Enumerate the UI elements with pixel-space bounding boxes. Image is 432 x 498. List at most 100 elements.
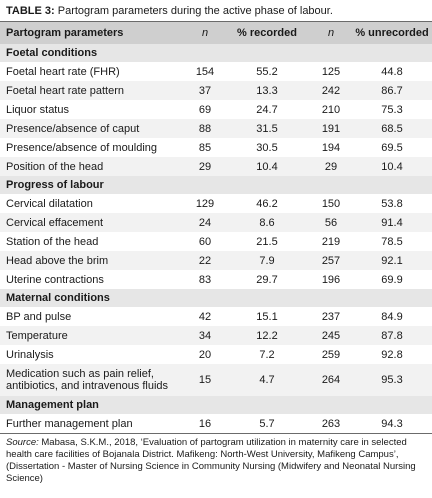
cell-n-rec: 24 (186, 213, 224, 232)
table-row: Cervical dilatation 129 46.2 150 53.8 (0, 194, 432, 213)
cell-pct-unrec: 86.7 (352, 81, 432, 100)
row-label: Presence/absence of moulding (6, 141, 158, 154)
header-pct-unrecorded: % unrecorded (352, 22, 432, 44)
cell-n-unrec: 237 (321, 310, 341, 323)
cell-pct-unrec: 78.5 (381, 235, 403, 248)
cell-n-unrec: 264 (310, 364, 352, 396)
table-caption: TABLE 3: Partogram parameters during the… (0, 0, 432, 22)
cell-n-unrec: 259 (321, 348, 341, 361)
cell-pct-unrec: 44.8 (381, 65, 403, 78)
cell-pct-rec: 13.3 (224, 81, 310, 100)
header-row: Partogram parameters n % recorded n % un… (0, 22, 432, 44)
cell-n-unrec: 210 (321, 103, 341, 116)
cell-n-rec: 34 (186, 326, 224, 345)
cell-pct-rec: 4.7 (224, 364, 310, 396)
cell-pct-unrec: 92.1 (352, 251, 432, 270)
cell-n-rec: 154 (195, 65, 215, 78)
table-row: Urinalysis 20 7.2 259 92.8 (0, 345, 432, 364)
cell-pct-unrec: 91.4 (352, 213, 432, 232)
cell-pct-unrec: 69.9 (381, 273, 403, 286)
row-label: Station of the head (6, 235, 99, 248)
table-row: Uterine contractions 83 29.7 196 69.9 (0, 270, 432, 289)
source-note: Source: Mabasa, S.K.M., 2018, ‘Evaluatio… (0, 434, 432, 485)
row-label: Head above the brim (0, 251, 186, 270)
table-row: Position of the head 29 10.4 29 10.4 (0, 157, 432, 176)
cell-pct-unrec: 75.3 (381, 103, 403, 116)
cell-n-unrec: 56 (310, 213, 352, 232)
row-label: Uterine contractions (6, 273, 104, 286)
cell-pct-unrec: 10.4 (352, 157, 432, 176)
section-title: Progress of labour (0, 176, 432, 194)
cell-n-unrec: 219 (321, 235, 341, 248)
table-row: Medication such as pain relief, antibiot… (0, 364, 432, 396)
cell-pct-rec: 7.2 (259, 348, 275, 361)
cell-pct-rec: 5.7 (224, 414, 310, 434)
header-param: Partogram parameters (0, 22, 186, 44)
section-row: Maternal conditions (0, 289, 432, 307)
cell-n-unrec: 191 (310, 119, 352, 138)
row-label: Further management plan (0, 414, 186, 434)
cell-n-rec: 16 (186, 414, 224, 434)
cell-n-rec: 37 (186, 81, 224, 100)
cell-pct-unrec: 94.3 (352, 414, 432, 434)
cell-pct-unrec: 87.8 (352, 326, 432, 345)
table-row: Cervical effacement 24 8.6 56 91.4 (0, 213, 432, 232)
cell-n-rec: 20 (198, 348, 212, 361)
cell-n-unrec: 125 (321, 65, 341, 78)
cell-n-rec: 15 (186, 364, 224, 396)
partogram-table: Partogram parameters n % recorded n % un… (0, 22, 432, 434)
row-label: Urinalysis (6, 348, 54, 361)
row-label: Temperature (0, 326, 186, 345)
table-row: Liquor status 69 24.7 210 75.3 (0, 100, 432, 119)
row-label: Liquor status (6, 103, 69, 116)
cell-n-unrec: 263 (310, 414, 352, 434)
cell-n-rec: 85 (198, 141, 212, 154)
row-label: Position of the head (0, 157, 186, 176)
cell-n-unrec: 196 (321, 273, 341, 286)
cell-n-rec: 88 (186, 119, 224, 138)
table-number: TABLE 3: (6, 5, 55, 17)
cell-pct-rec: 21.5 (256, 235, 278, 248)
header-pct-recorded: % recorded (224, 22, 310, 44)
cell-pct-rec: 7.9 (224, 251, 310, 270)
row-label: Foetal heart rate pattern (0, 81, 186, 100)
header-n-unrecorded: n (310, 22, 352, 44)
cell-pct-rec: 12.2 (224, 326, 310, 345)
table-row: Foetal heart rate (FHR) 154 55.2 125 44.8 (0, 62, 432, 81)
cell-pct-rec: 46.2 (256, 197, 278, 210)
table-row: Foetal heart rate pattern 37 13.3 242 86.7 (0, 81, 432, 100)
table-figure: TABLE 3: Partogram parameters during the… (0, 0, 432, 485)
cell-pct-rec: 30.5 (256, 141, 278, 154)
table-row: BP and pulse 42 15.1 237 84.9 (0, 307, 432, 326)
cell-pct-rec: 31.5 (224, 119, 310, 138)
cell-pct-rec: 55.2 (256, 65, 278, 78)
cell-n-unrec: 242 (310, 81, 352, 100)
table-title: Partogram parameters during the active p… (54, 5, 333, 17)
row-label: BP and pulse (6, 310, 72, 323)
row-label: Foetal heart rate (FHR) (6, 65, 120, 78)
table-row: Head above the brim 22 7.9 257 92.1 (0, 251, 432, 270)
cell-n-rec: 22 (186, 251, 224, 270)
cell-pct-unrec: 69.5 (381, 141, 403, 154)
cell-pct-unrec: 53.8 (381, 197, 403, 210)
cell-pct-unrec: 84.9 (381, 310, 403, 323)
table-body: Foetal conditions Foetal heart rate (FHR)… (0, 44, 432, 434)
cell-n-rec: 69 (198, 103, 212, 116)
cell-pct-rec: 10.4 (224, 157, 310, 176)
table-row: Temperature 34 12.2 245 87.8 (0, 326, 432, 345)
cell-pct-rec: 24.7 (256, 103, 278, 116)
row-label: Cervical effacement (0, 213, 186, 232)
cell-pct-rec: 15.1 (256, 310, 278, 323)
table-row: Presence/absence of moulding 85 30.5 194 69.… (0, 138, 432, 157)
source-label: Source: (6, 437, 39, 448)
section-title: Maternal conditions (0, 289, 432, 307)
cell-n-unrec: 245 (310, 326, 352, 345)
cell-pct-unrec: 92.8 (381, 348, 403, 361)
row-label: Cervical dilatation (6, 197, 93, 210)
cell-n-rec: 83 (198, 273, 212, 286)
cell-n-rec: 42 (198, 310, 212, 323)
table-row: Station of the head 60 21.5 219 78.5 (0, 232, 432, 251)
cell-n-unrec: 150 (321, 197, 341, 210)
cell-n-rec: 29 (186, 157, 224, 176)
cell-n-unrec: 29 (310, 157, 352, 176)
